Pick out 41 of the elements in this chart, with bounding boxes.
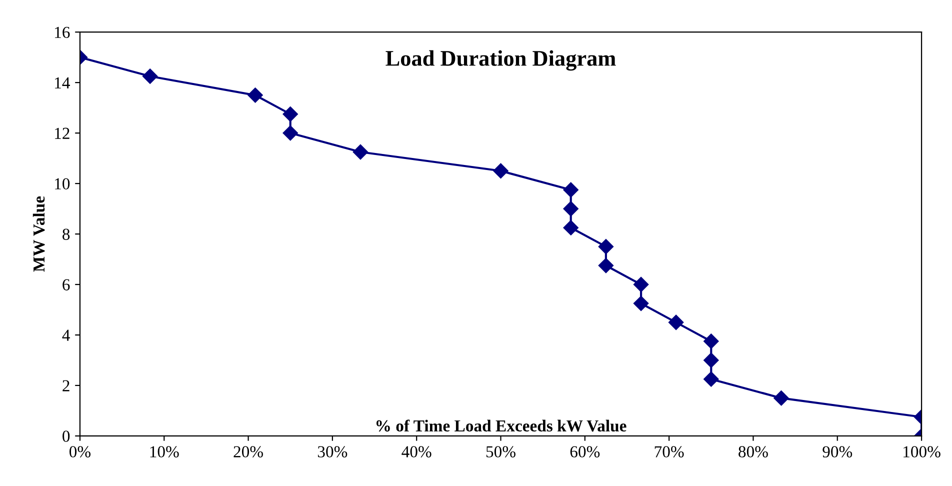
point [598, 258, 614, 274]
point [704, 352, 719, 368]
point [282, 125, 298, 141]
x-tick-label: 70% [654, 446, 684, 458]
x-tick-label: 80% [738, 446, 768, 458]
x-tick-label: 10% [150, 446, 179, 458]
y-tick-label: 10 [55, 178, 70, 190]
point [248, 88, 263, 103]
point [598, 239, 614, 254]
y-tick-label: 6 [62, 279, 70, 290]
point [704, 334, 719, 349]
point [633, 276, 649, 292]
point [704, 372, 719, 387]
y-tick-label: 12 [55, 128, 70, 139]
point [633, 296, 649, 311]
text: Load Duration Diagram [386, 50, 616, 71]
y-tick-label: 0 [62, 430, 70, 442]
x-tick-label: 50% [486, 446, 516, 458]
x-axis-title: % of Time Load Exceeds kW Value [376, 420, 626, 432]
point [668, 314, 684, 330]
x-tick-label: 100% [904, 446, 940, 458]
x-tick-label: 30% [318, 446, 348, 458]
y-tick-label: 8 [62, 228, 70, 240]
point [563, 182, 578, 198]
y-tick-label: 4 [62, 330, 70, 341]
x-tick-label: 40% [402, 446, 432, 458]
point [352, 144, 368, 160]
x-tick-label: 60% [570, 446, 600, 458]
point [493, 163, 508, 178]
point [142, 68, 158, 84]
y-axis-title: MW Value [32, 196, 45, 272]
x-tick-label: 20% [234, 446, 263, 458]
x-tick-label: 90% [822, 446, 852, 458]
point [563, 220, 578, 236]
y-tick-label: 14 [55, 77, 70, 88]
x-tick-label: 0% [69, 446, 91, 458]
point [282, 106, 298, 122]
point [563, 201, 578, 216]
y-tick-label: 2 [62, 380, 70, 392]
point [774, 390, 789, 406]
y-tick-label: 16 [55, 26, 70, 38]
